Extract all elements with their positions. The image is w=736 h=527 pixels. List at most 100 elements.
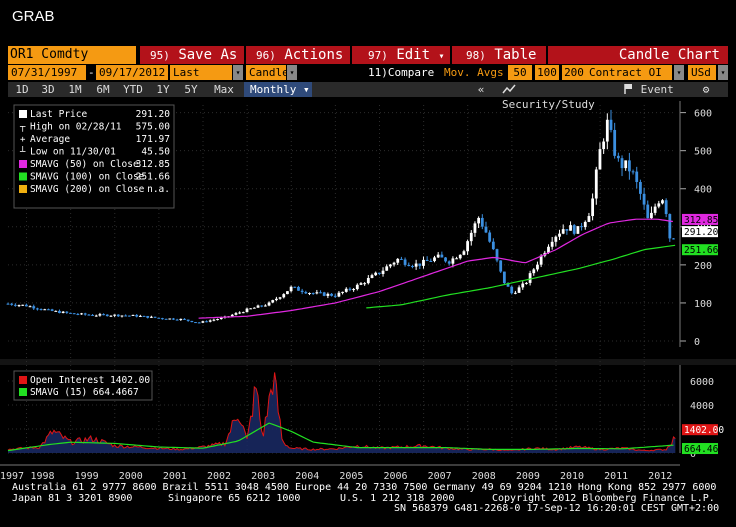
period-3d[interactable]: 3D [41, 83, 55, 96]
candle-body [664, 200, 668, 215]
candle-body [366, 277, 370, 284]
start-date-field[interactable]: 07/31/1997 [8, 65, 86, 80]
actions-number: 96) [256, 49, 276, 62]
edit-label: Edit [396, 47, 431, 63]
year-tick-label: 1998 [30, 471, 54, 481]
candle-body [381, 270, 385, 274]
candle-body [528, 273, 532, 283]
legend-swatch [19, 110, 27, 118]
lower-study-select[interactable]: Contract OI [586, 65, 672, 80]
candle-body [510, 286, 514, 294]
chart-svg: 0100200300400500600020004000600019971998… [0, 101, 736, 482]
open-interest-series [7, 372, 676, 453]
candle-body [613, 129, 617, 156]
date-separator: - [88, 66, 95, 79]
candle-body [532, 269, 536, 274]
candle-body [186, 319, 190, 321]
style-select[interactable]: Candle [246, 65, 289, 80]
period-6m[interactable]: 6M [96, 83, 110, 96]
period-1m[interactable]: 1M [68, 83, 82, 96]
legend-label: SMAVG (50) on Close [30, 159, 139, 170]
candle-body [72, 313, 76, 315]
candle-body [587, 216, 591, 222]
last-price-value-label-bg [682, 226, 718, 238]
candle-body [39, 309, 43, 311]
last-price-value-label-text: 291.20 [684, 227, 719, 238]
lower-study-dropdown-icon[interactable]: ▾ [674, 65, 684, 80]
period-1d[interactable]: 1D [15, 83, 29, 96]
mov-avg-1-field[interactable]: 50 [508, 65, 532, 80]
candle-body [561, 229, 565, 234]
candle-body [205, 321, 208, 323]
candle-body [359, 283, 363, 285]
candle-body [594, 169, 598, 199]
candle-body [164, 318, 168, 320]
table-button[interactable]: 98) Table [452, 46, 546, 64]
candle-body [326, 293, 330, 296]
legend-value: 291.20 [136, 109, 171, 120]
candle-body [653, 206, 657, 213]
save-as-button[interactable]: 95) Save As [140, 46, 244, 64]
end-date-field[interactable]: 09/17/2012 [96, 65, 168, 80]
frequency-dropdown-icon: ▾ [302, 83, 310, 96]
price-field-select[interactable]: Last Price [170, 65, 232, 94]
legend-value: n.a. [147, 184, 170, 195]
period-1y[interactable]: 1Y [156, 83, 170, 96]
candle-body [558, 233, 561, 237]
legend-value: 171.97 [136, 134, 170, 145]
oi-legend-swatch [19, 376, 27, 384]
price-field-dropdown-icon[interactable]: ▾ [233, 65, 243, 80]
candle-body [179, 318, 183, 320]
ticker-input[interactable]: OR1 Comdty [8, 46, 136, 64]
candle-body [330, 293, 333, 296]
legend-label: SMAVG (200) on Close [30, 184, 145, 195]
footer-copyright: Copyright 2012 Bloomberg Finance L.P. [492, 492, 715, 504]
period-5y[interactable]: 5Y [184, 83, 198, 96]
candle-body [6, 303, 10, 305]
mov-avg-3-field[interactable]: 200 [562, 65, 586, 80]
candle-body [484, 226, 488, 233]
period-ytd[interactable]: YTD [123, 83, 143, 96]
candle-body [480, 217, 484, 227]
frequency-select[interactable]: Monthly ▾ [244, 82, 312, 97]
settings-row: 07/31/1997 - 09/17/2012 Last Price ▾ Can… [8, 65, 728, 94]
candle-body [414, 263, 418, 267]
style-dropdown-icon[interactable]: ▾ [287, 65, 297, 80]
menu-row: OR1 Comdty 95) Save As 96) Actions ▾ 97)… [8, 46, 728, 81]
period-max[interactable]: Max [214, 83, 234, 96]
mov-avg-2-field[interactable]: 100 [535, 65, 559, 80]
candle-body [260, 305, 264, 307]
candle-body [311, 293, 315, 295]
compare-button[interactable]: 11)Compare [368, 66, 435, 79]
currency-select[interactable]: USd [688, 65, 716, 80]
candle-body [506, 283, 510, 287]
gear-icon[interactable]: ⚙ [702, 83, 710, 96]
currency-dropdown-icon[interactable]: ▾ [718, 65, 728, 80]
candle-body [109, 315, 113, 317]
collapse-icon[interactable]: « [477, 83, 485, 96]
candle-body [355, 284, 359, 290]
footer-us: U.S. 1 212 318 2000 [340, 492, 455, 504]
candle-body [547, 246, 550, 253]
candle-body [197, 322, 201, 324]
candle-body [190, 320, 194, 323]
footer-sn: SN 568379 G481-2268-0 17-Sep-12 16:20:01… [394, 503, 720, 514]
candle-body [183, 318, 186, 320]
candle-body [672, 238, 675, 240]
candle-body [208, 320, 212, 322]
candle-body [69, 312, 72, 314]
actions-button[interactable]: 96) Actions ▾ [246, 46, 350, 81]
year-tick-label: 1999 [75, 471, 99, 481]
candle-body [473, 223, 477, 233]
event-button[interactable]: Event [624, 82, 694, 97]
security-study-button[interactable]: Security/Study [502, 82, 612, 111]
frequency-label: Monthly [250, 83, 297, 96]
candle-body [83, 313, 87, 315]
candle-body [521, 283, 525, 288]
edit-button[interactable]: 97) Edit ▾ [352, 46, 450, 64]
candle-body [319, 292, 322, 294]
legend-swatch [19, 172, 27, 181]
edit-number: 97) [368, 49, 388, 62]
candle-body [657, 203, 661, 207]
